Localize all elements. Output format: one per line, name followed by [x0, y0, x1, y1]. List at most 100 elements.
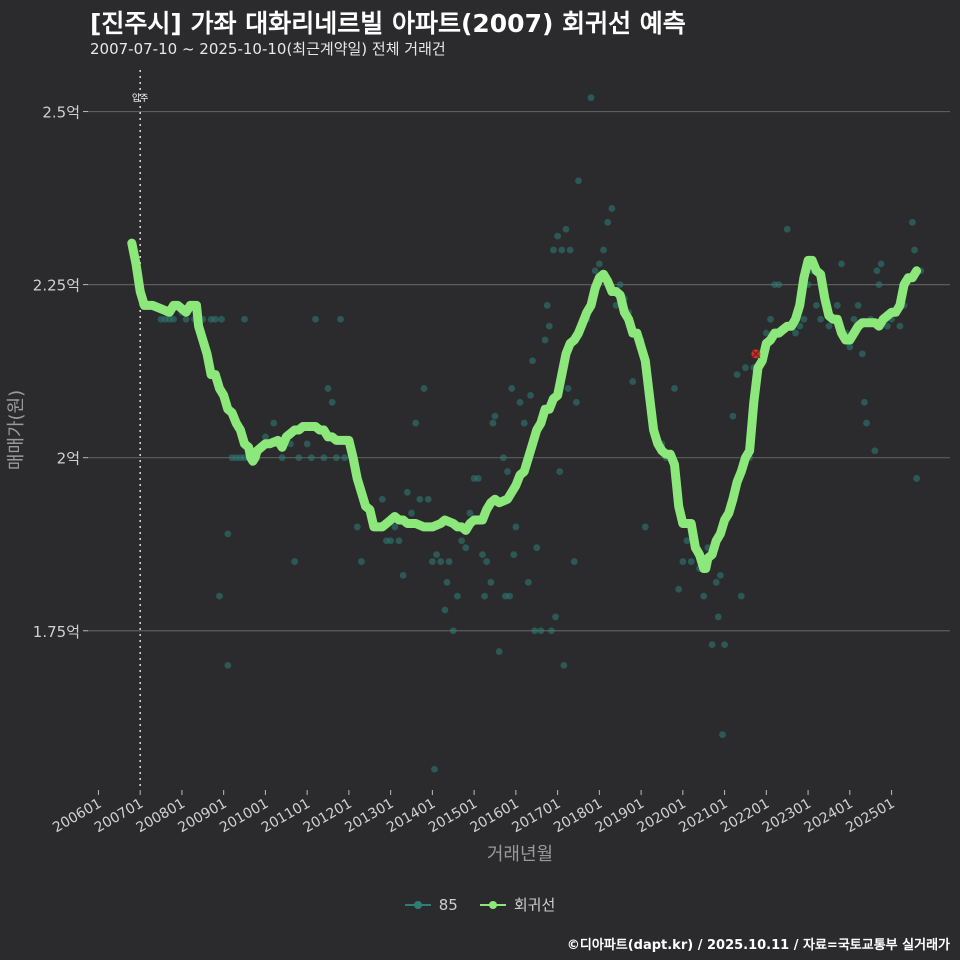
y-tick-label: 1.75억 — [33, 623, 80, 641]
scatter-point — [303, 440, 311, 448]
scatter-point — [458, 537, 466, 545]
scatter-point — [481, 592, 488, 600]
scatter-point — [211, 315, 219, 323]
scatter-point — [608, 205, 616, 212]
scatter-point — [533, 544, 541, 552]
scatter-point — [683, 537, 691, 545]
scatter-point — [547, 627, 555, 635]
scatter-point — [543, 301, 551, 309]
scatter-point — [454, 592, 461, 600]
scatter-point — [873, 267, 881, 275]
scatter-point — [262, 433, 269, 441]
scatter-point — [783, 225, 791, 233]
chart-title: [진주시] 가좌 대화리네르빌 아파트(2007) 회귀선 예측 — [90, 9, 686, 38]
scatter-point — [562, 225, 570, 233]
scatter-point — [399, 571, 407, 579]
scatter-point — [714, 613, 722, 621]
scatter-point — [883, 322, 891, 330]
scatter-point — [524, 578, 532, 586]
scatter-point — [572, 398, 580, 406]
scatter-point — [182, 315, 190, 323]
move-in-label: 입주 — [132, 92, 149, 104]
footer-credit: ©디아파트(dapt.kr) / 2025.10.11 / 자료=국토교통부 실… — [566, 938, 950, 953]
scatter-point — [320, 454, 328, 462]
scatter-point — [861, 398, 868, 406]
scatter-point — [737, 592, 745, 600]
scatter-point — [871, 447, 879, 455]
legend-key-trend — [479, 898, 506, 912]
scatter-point — [408, 509, 415, 517]
scatter-point — [591, 267, 599, 275]
legend-key-85 — [404, 898, 431, 912]
scatter-point — [545, 322, 553, 330]
scatter-point — [858, 350, 866, 358]
scatter-point — [224, 530, 232, 538]
legend: 85 회귀선 — [0, 894, 960, 915]
scatter-point — [387, 537, 395, 545]
scatter-point — [729, 412, 737, 420]
scatter-point — [337, 315, 344, 323]
scatter-point — [395, 537, 403, 545]
scatter-point — [877, 260, 885, 268]
scatter-point — [854, 301, 862, 309]
scatter-point — [762, 329, 770, 337]
scatter-point — [575, 177, 582, 185]
scatter-point — [796, 322, 804, 330]
scatter-point — [813, 301, 820, 309]
scatter-point — [495, 648, 503, 655]
scatter-point — [792, 329, 799, 337]
scatter-point — [424, 495, 432, 503]
move-in-marker: 입주 — [132, 70, 149, 790]
scatter-point — [641, 523, 649, 531]
scatter-point — [312, 315, 319, 323]
scatter-point — [508, 385, 516, 392]
scatter-point — [479, 551, 486, 559]
scatter-point — [291, 558, 299, 565]
scatter-point — [700, 592, 708, 600]
scatter-point — [307, 454, 315, 462]
scatter-point — [529, 357, 536, 365]
scatter-point — [445, 558, 453, 565]
scatter-point — [295, 454, 303, 462]
scatter-point — [506, 592, 514, 600]
scatter-point — [570, 558, 578, 565]
scatter-point — [520, 419, 528, 427]
scatter-point — [527, 391, 534, 399]
scatter-point — [838, 260, 845, 268]
scatter-point — [403, 488, 411, 496]
chart-subtitle: 2007-07-10 ~ 2025-10-10(최근계약일) 전체 거래건 — [90, 40, 446, 58]
scatter-point — [719, 731, 726, 739]
scatter-point — [428, 558, 436, 565]
y-tick-label: 2.25억 — [33, 277, 80, 295]
trend-line — [127, 238, 922, 573]
scatter-point — [278, 454, 286, 462]
scatter-point — [510, 551, 518, 559]
scatter-point — [216, 592, 223, 600]
scatter-point — [587, 94, 595, 102]
scatter-point — [416, 495, 424, 503]
scatter-point — [328, 398, 336, 406]
y-axis-title: 매매가(원) — [6, 390, 27, 470]
scatter-point — [595, 260, 603, 268]
scatter-point — [825, 322, 833, 330]
scatter-point — [604, 218, 612, 226]
scatter-point — [687, 558, 695, 565]
scatter-point — [489, 419, 497, 427]
scatter-point — [483, 558, 491, 565]
scatter-point — [412, 419, 420, 427]
scatter-point — [487, 578, 495, 586]
scatter-point — [616, 281, 624, 289]
scatter-point — [499, 454, 507, 462]
legend-item-trend[interactable]: 회귀선 — [479, 894, 555, 915]
scatter-point — [391, 523, 399, 531]
scatter-point — [817, 315, 824, 323]
scatter-point — [332, 454, 340, 462]
scatter-point — [833, 301, 841, 309]
scatter-point — [341, 454, 349, 462]
scatter-point — [896, 322, 904, 330]
scatter-point — [558, 246, 566, 254]
scatter-point — [846, 343, 854, 351]
scatter-point — [679, 558, 687, 565]
scatter-point — [554, 232, 562, 240]
legend-item-85[interactable]: 85 — [404, 896, 458, 914]
